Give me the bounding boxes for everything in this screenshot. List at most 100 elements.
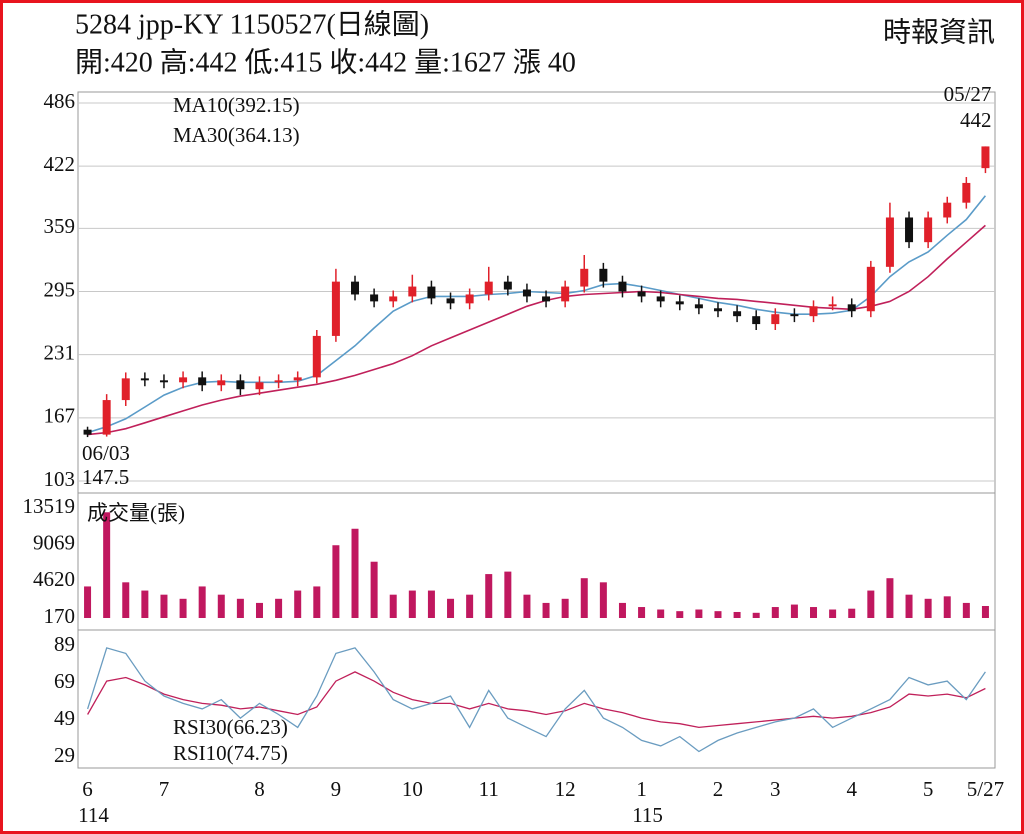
volume-bar — [160, 594, 168, 618]
rsi-panel — [77, 629, 996, 769]
x-tick-label: 12 — [555, 777, 576, 801]
candle-body — [83, 429, 92, 435]
x-tick-label: 9 — [331, 777, 342, 801]
chart-title: 5284 jpp-KY 1150527(日線圖) — [75, 8, 429, 40]
candle-body — [847, 304, 856, 312]
candle-body — [331, 281, 340, 336]
y-tick-label: 89 — [54, 632, 75, 656]
y-tick-label: 167 — [44, 404, 76, 428]
candle-body — [274, 380, 283, 383]
candle-body — [790, 314, 799, 317]
volume-panel — [77, 492, 996, 631]
volume-bar — [523, 594, 531, 618]
volume-bar — [714, 611, 722, 618]
chart: 5284 jpp-KY 1150527(日線圖) 開:420 高:442 低:4… — [23, 8, 1005, 827]
candle-body — [408, 286, 417, 297]
volume-bar — [905, 594, 913, 618]
year-label: 114 — [78, 803, 109, 827]
volume-bar — [351, 528, 359, 618]
series-line — [86, 647, 986, 753]
volume-bar — [771, 607, 779, 618]
x-tick-label: 10 — [402, 777, 423, 801]
x-tick-label: 5/27 — [967, 777, 1004, 801]
volume-bar — [198, 586, 206, 618]
volume-bar — [427, 590, 435, 618]
candle-body — [580, 268, 589, 287]
candle-body — [561, 286, 570, 302]
volume-bar — [580, 578, 588, 618]
y-tick-label: 103 — [44, 467, 76, 491]
candle-body — [866, 266, 875, 312]
candle-body — [121, 378, 130, 401]
y-tick-label: 295 — [44, 277, 76, 301]
legend-label: MA10(392.15) — [173, 93, 300, 117]
low-date: 06/03 — [82, 441, 130, 465]
candle-body — [885, 217, 894, 267]
volume-bar — [332, 545, 340, 618]
candle-body — [293, 377, 302, 381]
volume-bar — [141, 590, 149, 618]
candle-body — [370, 294, 379, 302]
volume-bar — [466, 594, 474, 618]
x-tick-label: 2 — [713, 777, 724, 801]
volume-bar — [103, 512, 111, 618]
x-tick-label: 4 — [846, 777, 857, 801]
volume-bar — [810, 607, 818, 618]
candle-body — [733, 311, 742, 317]
candle-body — [217, 380, 226, 386]
y-tick-label: 359 — [44, 214, 76, 238]
candle-body — [637, 291, 646, 297]
candle-body — [962, 182, 971, 203]
candle-body — [159, 380, 168, 383]
candle-body — [694, 304, 703, 309]
y-tick-label: 4620 — [33, 567, 75, 591]
volume-bar — [790, 604, 798, 618]
candle-body — [236, 380, 245, 390]
x-tick-label: 8 — [254, 777, 265, 801]
panel-title: 成交量(張) — [87, 501, 185, 525]
candle-body — [924, 217, 933, 243]
candle-body — [656, 296, 665, 302]
volume-bar — [485, 574, 493, 618]
x-tick-label: 11 — [479, 777, 499, 801]
volume-bar — [504, 571, 512, 618]
volume-bar — [886, 578, 894, 618]
low-value: 147.5 — [82, 465, 129, 489]
candle-body — [713, 308, 722, 312]
y-tick-label: 422 — [44, 152, 76, 176]
y-tick-label: 9069 — [33, 530, 75, 554]
y-tick-label: 231 — [44, 340, 76, 364]
volume-bar — [255, 602, 263, 618]
candle-body — [828, 304, 837, 307]
volume-bar — [962, 602, 970, 618]
year-label: 115 — [632, 803, 663, 827]
volume-bar — [122, 582, 130, 618]
candle-body — [599, 268, 608, 282]
volume-bar — [695, 609, 703, 618]
x-tick-label: 1 — [636, 777, 647, 801]
volume-bar — [618, 602, 626, 618]
series-line — [87, 195, 987, 434]
volume-bar — [275, 598, 283, 618]
candle-body — [198, 377, 207, 386]
candle-body — [809, 306, 818, 317]
series-line — [87, 224, 986, 436]
high-date: 05/27 — [944, 82, 992, 106]
x-tick-label: 6 — [82, 777, 93, 801]
volume-bar — [924, 598, 932, 618]
volume-bar — [236, 598, 244, 618]
candle-body — [484, 281, 493, 295]
y-tick-label: 29 — [54, 743, 75, 767]
candle-body — [312, 335, 321, 378]
volume-bar — [733, 611, 741, 618]
candle-body — [465, 294, 474, 304]
candle-body — [140, 378, 149, 381]
volume-bar — [981, 605, 989, 618]
volume-bar — [867, 590, 875, 618]
legend-label: RSI10(74.75) — [173, 741, 288, 765]
volume-bar — [752, 612, 760, 618]
volume-bar — [370, 561, 378, 618]
x-tick-label: 3 — [770, 777, 781, 801]
x-tick-label: 7 — [159, 777, 170, 801]
